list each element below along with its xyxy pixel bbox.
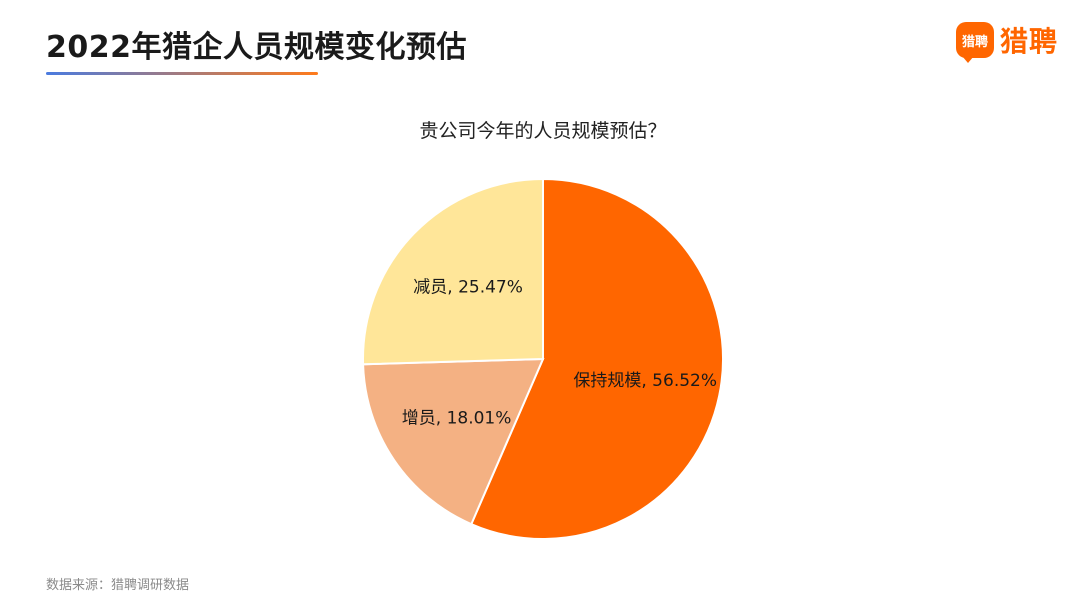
- pie-label-3: 减员, 25.47%: [413, 277, 523, 297]
- logo-badge-icon: 猎聘: [955, 22, 994, 63]
- pie-label-2: 增员, 18.01%: [402, 409, 512, 429]
- title-underline: [46, 72, 318, 75]
- logo-text: 猎聘: [999, 25, 1058, 58]
- pie-slice-1: [469, 177, 724, 540]
- pie-slice-2: [362, 357, 545, 526]
- chart-title: 贵公司今年的人员规模预估？: [419, 120, 666, 142]
- page-title: 2022年猎企人员规模变化预估: [46, 30, 467, 65]
- pie-slice-3: [362, 177, 544, 366]
- pie-labels: 保持规模, 56.52% 增员, 18.01% 减员, 25.47%: [402, 277, 717, 428]
- pie-slices: [362, 177, 724, 540]
- source-note: 数据来源：猎聘调研数据: [46, 578, 190, 593]
- pie-label-1: 保持规模, 56.52%: [573, 371, 717, 391]
- brand-logo: 猎聘 猎聘: [955, 20, 1058, 63]
